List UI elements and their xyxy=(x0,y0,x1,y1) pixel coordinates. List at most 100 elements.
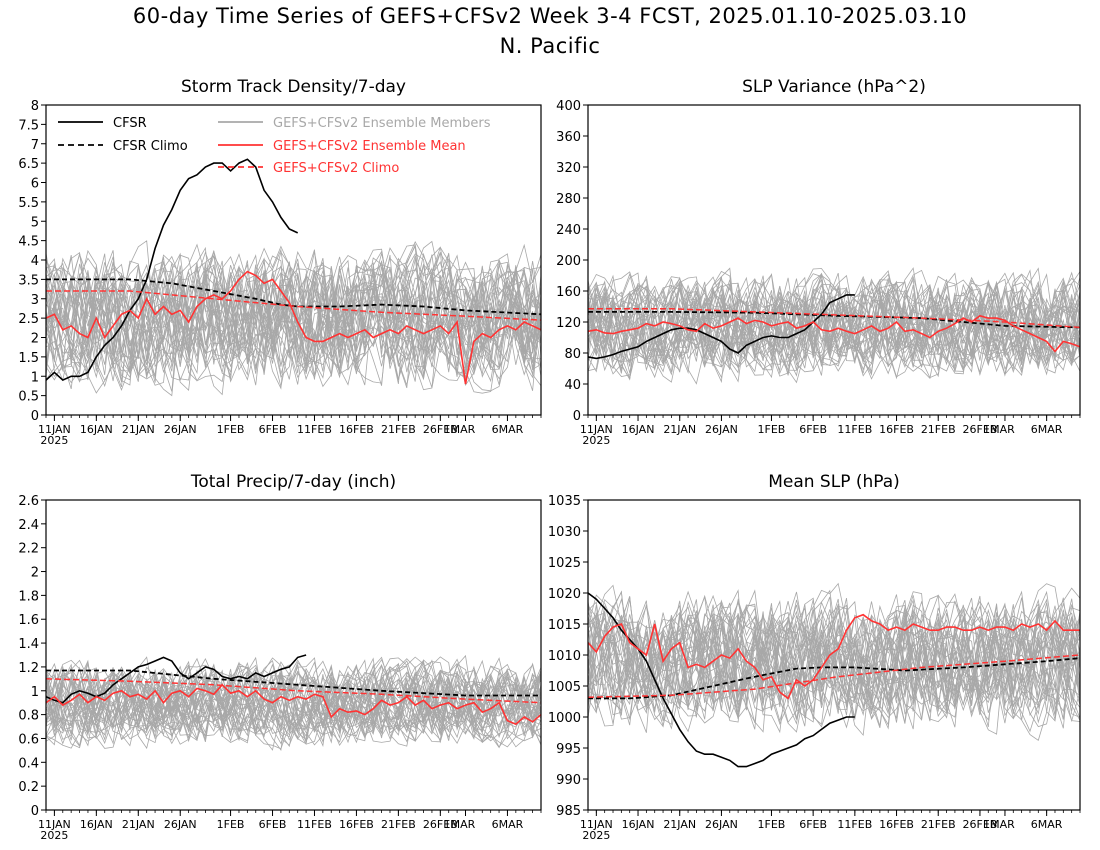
x-tick-label: 26JAN xyxy=(705,423,738,436)
y-tick-label: 8 xyxy=(31,99,39,114)
series-group xyxy=(588,582,1080,768)
y-tick-label: 1.2 xyxy=(18,661,39,676)
ensemble-member-line xyxy=(46,659,541,745)
x-tick-label: 1FEB xyxy=(217,423,245,436)
y-tick-label: 990 xyxy=(556,773,581,788)
ensemble-member-line xyxy=(588,272,1080,373)
x-tick-label: 26FEB xyxy=(423,423,458,436)
x-tick-label: 16JAN xyxy=(80,423,113,436)
cfsr-climo-line xyxy=(46,669,541,697)
panel-title: Total Precip/7-day (inch) xyxy=(190,472,396,492)
x-tick-label: 1FEB xyxy=(758,818,786,831)
panel-title: Mean SLP (hPa) xyxy=(768,472,900,492)
y-tick-label: 2 xyxy=(31,566,39,581)
x-tick-label: 11FEB xyxy=(837,423,872,436)
y-tick-label: 1.4 xyxy=(18,637,39,652)
x-tick-label: 11JAN xyxy=(38,423,71,436)
ensemble-member-line xyxy=(588,283,1080,380)
ensemble-member-line xyxy=(46,666,541,748)
x-tick-label: 16FEB xyxy=(339,423,374,436)
x-tick-label: 6FEB xyxy=(259,818,287,831)
y-tick-label: 160 xyxy=(556,285,581,300)
y-tick-label: 0 xyxy=(573,409,581,424)
legend-mean-label: GEFS+CFSv2 Ensemble Mean xyxy=(273,139,466,154)
x-tick-label: 21FEB xyxy=(381,818,416,831)
panel-title: Storm Track Density/7-day xyxy=(181,77,406,97)
x-tick-label: 6FEB xyxy=(799,423,827,436)
ensemble-member-line xyxy=(588,601,1080,729)
x-tick-label: 6FEB xyxy=(259,423,287,436)
y-tick-label: 1015 xyxy=(548,618,581,633)
y-tick-label: 1.5 xyxy=(18,351,39,366)
y-tick-label: 320 xyxy=(556,161,581,176)
x-year-label: 2025 xyxy=(40,434,68,447)
x-tick-label: 21JAN xyxy=(663,818,696,831)
x-tick-label: 1MAR xyxy=(444,423,476,436)
x-tick-label: 11FEB xyxy=(297,818,332,831)
y-tick-label: 2.5 xyxy=(18,312,39,327)
y-tick-label: 1025 xyxy=(548,556,581,571)
y-tick-label: 120 xyxy=(556,316,581,331)
x-tick-label: 26JAN xyxy=(164,818,197,831)
y-tick-label: 0.8 xyxy=(18,709,39,724)
y-tick-label: 6.5 xyxy=(18,157,39,172)
x-tick-label: 11JAN xyxy=(38,818,71,831)
ensemble-member-line xyxy=(46,246,541,382)
ensemble-member-line xyxy=(588,590,1080,723)
x-year-label: 2025 xyxy=(40,829,68,842)
ensemble-member-line xyxy=(46,656,541,741)
x-tick-label: 6MAR xyxy=(492,423,524,436)
x-tick-label: 1MAR xyxy=(983,423,1015,436)
x-tick-label: 6MAR xyxy=(492,818,524,831)
ensemble-member-line xyxy=(46,656,541,737)
x-tick-label: 26FEB xyxy=(963,423,998,436)
y-tick-label: 280 xyxy=(556,192,581,207)
ensemble-member-line xyxy=(46,250,541,380)
y-tick-label: 3.5 xyxy=(18,273,39,288)
panel-4: Mean SLP (hPa) 985 990 995 1000 1005 1010 1015 1… xyxy=(548,472,1081,842)
y-tick-label: 5 xyxy=(31,215,39,230)
ensemble-mean-line xyxy=(588,314,1080,353)
y-tick-label: 4.5 xyxy=(18,235,39,250)
x-tick-label: 16FEB xyxy=(339,818,374,831)
x-tick-label: 6MAR xyxy=(1031,818,1063,831)
x-year-label: 2025 xyxy=(582,829,610,842)
y-tick-label: 3 xyxy=(31,293,39,308)
x-tick-label: 16FEB xyxy=(879,423,914,436)
legend-climo-label: GEFS+CFSv2 Climo xyxy=(273,161,399,176)
y-tick-label: 7 xyxy=(31,138,39,153)
y-tick-label: 1.8 xyxy=(18,589,39,604)
y-tick-label: 0 xyxy=(31,804,39,819)
x-tick-label: 21FEB xyxy=(921,818,956,831)
figure-title-line1: 60-day Time Series of GEFS+CFSv2 Week 3-… xyxy=(132,4,968,28)
ensemble-member-line xyxy=(46,256,541,382)
ensemble-climo-line xyxy=(46,678,541,704)
ensemble-member-line xyxy=(46,654,541,748)
legend-cfsr-climo-label: CFSR Climo xyxy=(113,139,188,154)
y-tick-label: 1 xyxy=(31,370,39,385)
ensemble-member-line xyxy=(46,264,541,394)
ensemble-member-line xyxy=(588,271,1080,377)
x-year-label: 2025 xyxy=(582,434,610,447)
ensemble-mean-line xyxy=(46,683,541,726)
cfsr-line xyxy=(46,654,307,704)
x-tick-label: 6FEB xyxy=(799,818,827,831)
y-tick-label: 0.6 xyxy=(18,732,39,747)
legend-members-label: GEFS+CFSv2 Ensemble Members xyxy=(273,116,491,131)
y-tick-label: 1010 xyxy=(548,649,581,664)
y-tick-label: 360 xyxy=(556,130,581,145)
ensemble-climo-line xyxy=(588,308,1080,329)
ensemble-member-line xyxy=(46,662,541,747)
y-tick-label: 2.6 xyxy=(18,494,39,509)
figure-title-line2: N. Pacific xyxy=(499,34,601,58)
y-tick-label: 80 xyxy=(564,347,581,362)
ensemble-member-line xyxy=(588,603,1080,723)
y-tick-label: 200 xyxy=(556,254,581,269)
ensemble-member-line xyxy=(588,267,1080,378)
y-tick-label: 4 xyxy=(31,254,39,269)
ensemble-member-line xyxy=(588,600,1080,733)
ensemble-member-line xyxy=(588,279,1080,373)
ensemble-member-line xyxy=(46,675,541,750)
ensemble-member-line xyxy=(588,597,1080,728)
